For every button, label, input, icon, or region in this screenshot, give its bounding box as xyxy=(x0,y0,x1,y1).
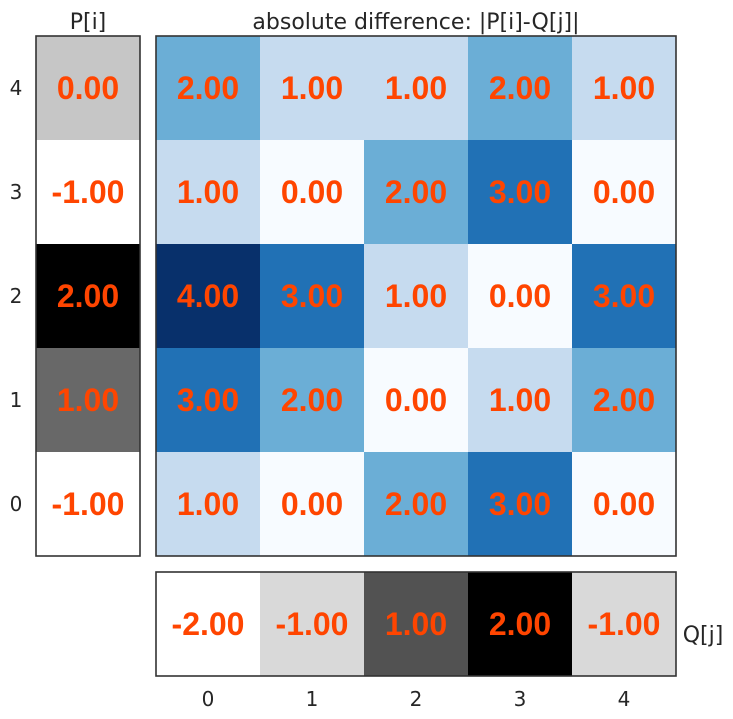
x-tick-label: 2 xyxy=(410,687,423,711)
y-tick-label: 1 xyxy=(10,388,23,412)
q-cell-label: 2.00 xyxy=(489,606,551,642)
main-cell-label: 3.00 xyxy=(489,174,551,210)
x-tick-label: 3 xyxy=(514,687,527,711)
main-cell xyxy=(260,36,364,140)
axis-ticks: 0 1 2 3 4 0 1 2 3 4 xyxy=(10,76,631,711)
main-heatmap: 1.00 0.00 2.00 3.00 0.00 3.00 2.00 0.00 1.00 2.00… xyxy=(156,36,676,556)
x-tick-label: 1 xyxy=(306,687,319,711)
q-cell xyxy=(364,572,468,676)
p-cell-label: -1.00 xyxy=(52,486,125,522)
main-cell xyxy=(468,452,572,556)
main-cell xyxy=(260,452,364,556)
p-cell xyxy=(36,244,140,348)
main-cell xyxy=(156,348,260,452)
main-cell-label: 3.00 xyxy=(281,278,343,314)
main-cell xyxy=(364,244,468,348)
p-cell xyxy=(36,452,140,556)
main-cell-label: 1.00 xyxy=(385,278,447,314)
main-cell xyxy=(156,140,260,244)
main-cell-label: 1.00 xyxy=(177,486,239,522)
main-cell xyxy=(260,140,364,244)
p-frame xyxy=(35,35,141,557)
main-cell xyxy=(572,348,676,452)
main-cell-label: 4.00 xyxy=(177,278,239,314)
q-cell xyxy=(156,572,260,676)
p-cell xyxy=(36,348,140,452)
main-cell xyxy=(572,140,676,244)
y-tick-label: 0 xyxy=(10,492,23,516)
main-cell-label: 2.00 xyxy=(489,70,551,106)
main-cell xyxy=(572,452,676,556)
main-cell xyxy=(156,452,260,556)
main-cell-label: 0.00 xyxy=(281,486,343,522)
main-cell-label: 3.00 xyxy=(177,382,239,418)
q-cell xyxy=(260,572,364,676)
main-cell-label: 3.00 xyxy=(489,486,551,522)
main-cell xyxy=(364,452,468,556)
p-cell xyxy=(36,36,140,140)
main-cell-label: 2.00 xyxy=(385,174,447,210)
main-cell xyxy=(260,244,364,348)
main-cell xyxy=(364,36,468,140)
q-cell xyxy=(572,572,676,676)
p-heatmap: -1.00 1.00 2.00 -1.00 0.00 xyxy=(36,36,140,556)
q-cell-label: -1.00 xyxy=(276,606,349,642)
main-cell-label: 0.00 xyxy=(593,486,655,522)
main-cell-label: 2.00 xyxy=(281,382,343,418)
main-cell-label: 1.00 xyxy=(281,70,343,106)
x-tick-label: 4 xyxy=(618,687,631,711)
q-title: Q[j] xyxy=(683,623,724,648)
p-title: P[i] xyxy=(70,10,107,35)
main-cell xyxy=(156,244,260,348)
main-cell-label: 1.00 xyxy=(385,70,447,106)
main-cell-label: 3.00 xyxy=(593,278,655,314)
y-tick-label: 4 xyxy=(10,76,23,100)
main-cell xyxy=(260,348,364,452)
main-cell-label: 1.00 xyxy=(593,70,655,106)
y-tick-label: 2 xyxy=(10,284,23,308)
p-cell-label: 0.00 xyxy=(57,70,119,106)
main-cell xyxy=(468,140,572,244)
q-cell-label: 1.00 xyxy=(385,606,447,642)
main-cell xyxy=(468,244,572,348)
main-cell-label: 2.00 xyxy=(177,70,239,106)
main-cell-label: 2.00 xyxy=(593,382,655,418)
main-cell xyxy=(572,36,676,140)
main-frame xyxy=(155,35,677,557)
main-cell-label: 0.00 xyxy=(489,278,551,314)
main-cell xyxy=(364,140,468,244)
q-heatmap: -2.00 -1.00 1.00 2.00 -1.00 xyxy=(156,572,676,676)
main-title: absolute difference: |P[i]-Q[j]| xyxy=(252,10,579,35)
p-cell xyxy=(36,140,140,244)
main-cell-label: 1.00 xyxy=(177,174,239,210)
main-cell-label: 0.00 xyxy=(281,174,343,210)
main-cell xyxy=(468,36,572,140)
y-tick-label: 3 xyxy=(10,180,23,204)
main-cell xyxy=(572,244,676,348)
main-cell-label: 0.00 xyxy=(385,382,447,418)
q-cell-label: -1.00 xyxy=(588,606,661,642)
main-cell-label: 2.00 xyxy=(385,486,447,522)
q-frame xyxy=(155,571,677,677)
p-cell-label: 1.00 xyxy=(57,382,119,418)
main-cell-label: 0.00 xyxy=(593,174,655,210)
main-cell xyxy=(156,36,260,140)
main-cell xyxy=(364,348,468,452)
main-cell xyxy=(468,348,572,452)
main-cell-label: 1.00 xyxy=(489,382,551,418)
q-cell-label: -2.00 xyxy=(172,606,245,642)
x-tick-label: 0 xyxy=(202,687,215,711)
p-cell-label: 2.00 xyxy=(57,278,119,314)
q-cell xyxy=(468,572,572,676)
p-cell-label: -1.00 xyxy=(52,174,125,210)
